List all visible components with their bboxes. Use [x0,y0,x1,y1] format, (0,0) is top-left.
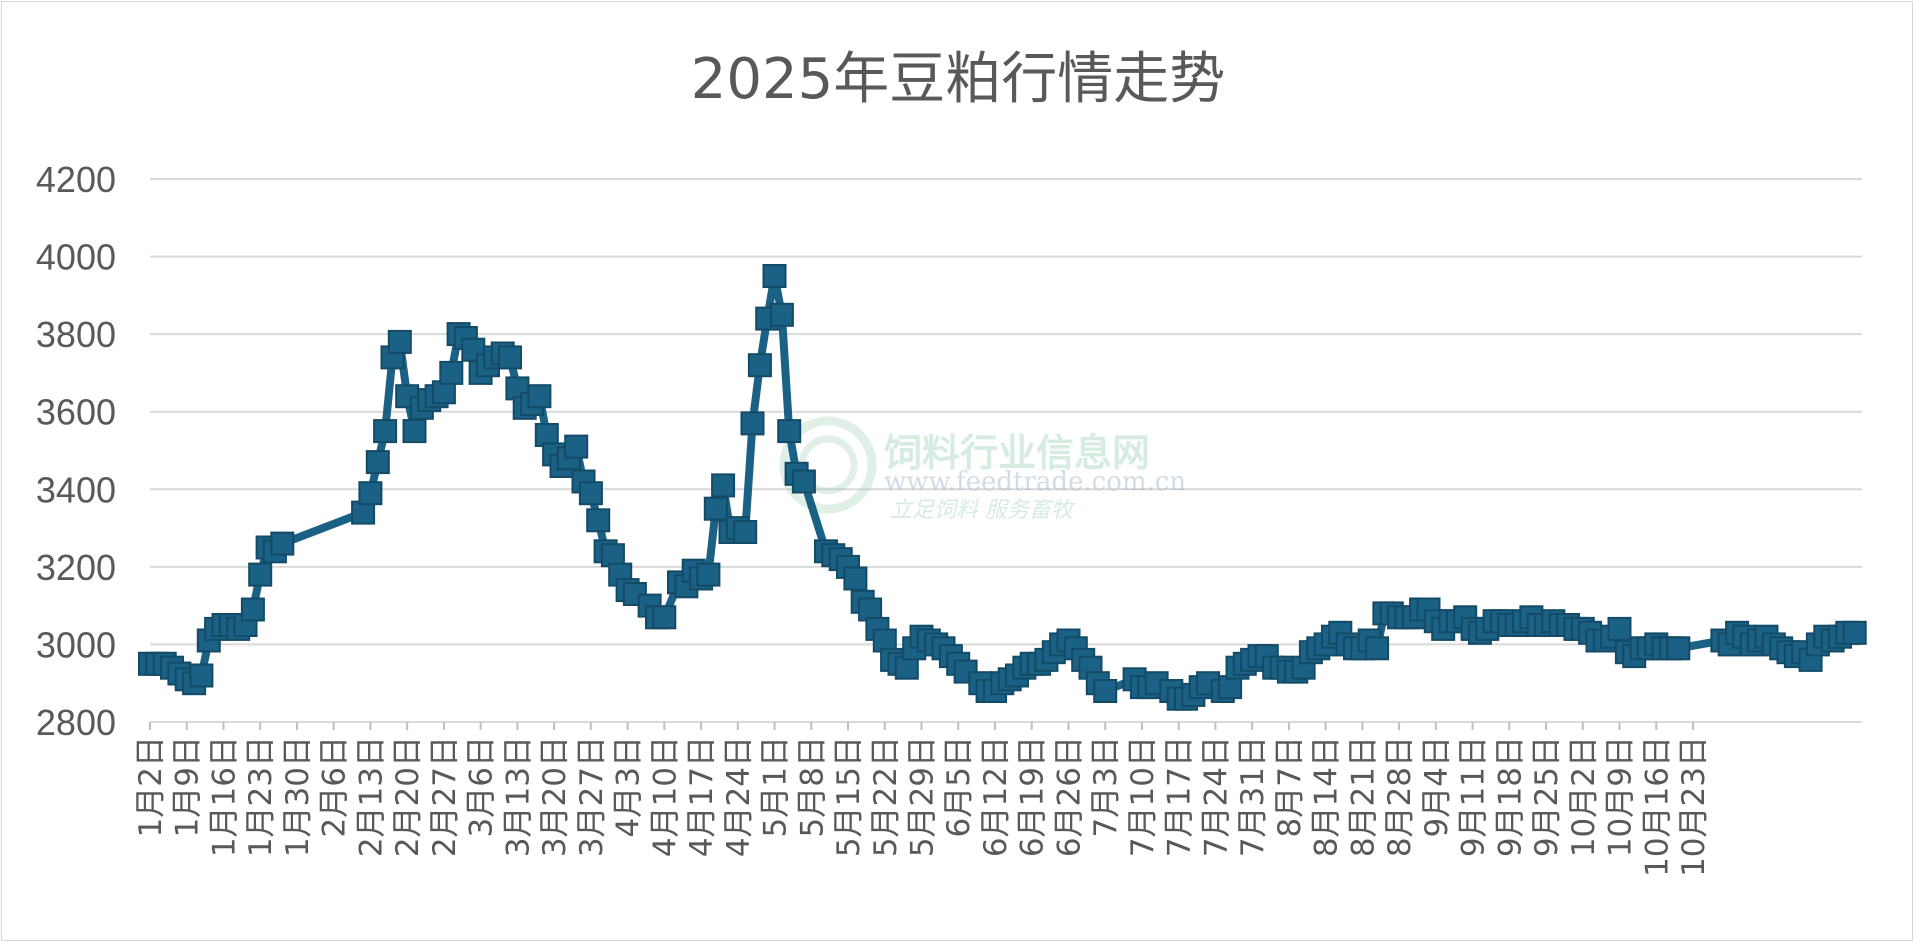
data-point [777,419,802,444]
data-point [1666,636,1691,661]
x-tick-label: 5月22日 [868,736,904,857]
y-tick-label: 4000 [36,237,116,278]
data-point [586,508,611,533]
x-tick-label: 3月13日 [500,736,536,857]
y-tick-label: 2800 [36,702,116,743]
x-tick-label: 2月13日 [353,736,389,857]
x-tick-label: 3月27日 [574,736,610,857]
data-point [358,481,383,506]
gridlines [150,178,1862,646]
data-point [747,353,772,378]
data-point [1842,620,1867,645]
x-tick-label: 3月20日 [537,736,573,857]
data-point [652,605,677,630]
data-point [365,450,390,475]
x-tick-label: 6月5日 [941,736,977,837]
data-point [1093,679,1118,703]
data-point [696,562,721,587]
watermark-url: www.feedtrade.com.cn [884,467,1186,497]
x-tick-label: 6月12日 [978,736,1014,857]
x-tick-label: 2月20日 [390,736,426,857]
x-tick-label: 4月3日 [611,736,647,837]
x-tick-label: 10月16日 [1639,736,1675,877]
x-tick-label: 1月2日 [133,736,169,837]
x-tick-label: 5月8日 [794,736,830,837]
x-tick-label: 4月24日 [721,736,757,857]
data-point [439,360,464,385]
data-point [791,469,816,494]
x-tick-label: 7月3日 [1088,736,1124,837]
y-tick-labels: 2800 3000 3200 3400 3600 3800 4000 4200 [36,159,116,743]
x-tick-labels: 1月2日 1月9日 1月16日 1月23日 1月30日 2月6日 2月13日 2月20日 2月2… [133,736,1712,877]
x-tick-label: 10月2日 [1566,736,1602,857]
x-axis [149,721,1862,730]
data-point [1607,616,1632,641]
x-tick-label: 5月29日 [905,736,941,857]
x-tick-label: 4月10日 [647,736,683,857]
data-point [703,496,728,521]
x-tick-label: 7月24日 [1198,736,1234,857]
x-tick-label: 1月16日 [206,736,242,857]
watermark-logo: 饲料行业信息网 www.feedtrade.com.cn 立足饲料 服务畜牧 [779,416,1186,523]
x-tick-label: 9月4日 [1419,736,1455,837]
data-point [387,329,412,354]
data-point [711,473,736,498]
data-point [189,663,214,688]
x-tick-label: 4月17日 [684,736,720,857]
data-point [373,419,398,444]
data-point [402,419,427,444]
x-tick-label: 7月31日 [1235,736,1271,857]
x-tick-label: 8月14日 [1309,736,1345,857]
data-point [564,434,589,459]
x-tick-label: 9月11日 [1456,736,1492,857]
data-point [740,411,765,436]
x-tick-label: 1月23日 [243,736,279,857]
x-tick-label: 7月17日 [1162,736,1198,857]
x-tick-label: 7月10日 [1125,736,1161,857]
x-tick-label: 5月15日 [831,736,867,857]
data-point [578,481,603,506]
y-tick-label: 3200 [36,547,116,588]
data-point [270,531,295,556]
y-tick-label: 3000 [36,624,116,665]
data-point [733,520,758,544]
data-point [248,562,273,587]
x-tick-label: 9月25日 [1529,736,1565,857]
series-markers [138,264,1867,711]
x-tick-label: 6月19日 [1015,736,1051,857]
data-point [498,345,522,370]
x-tick-label: 3月6日 [464,736,500,837]
x-tick-label: 2月27日 [427,736,463,857]
x-tick-label: 6月26日 [1051,736,1087,857]
x-tick-label: 10月23日 [1676,736,1712,877]
x-tick-label: 2月6日 [317,736,353,837]
x-tick-label: 1月30日 [280,736,316,857]
data-point [240,597,265,622]
y-tick-label: 4200 [36,159,116,200]
chart-title: 2025年豆粕行情走势 [691,47,1226,112]
x-tick-label: 8月7日 [1272,736,1308,837]
x-tick-label: 5月1日 [758,736,794,837]
data-point [843,566,868,591]
watermark-ring-outer [779,416,877,514]
x-tick-label: 9月18日 [1492,736,1528,857]
data-point [762,264,787,288]
y-tick-label: 3400 [36,469,116,510]
x-tick-label: 8月28日 [1382,736,1418,857]
data-point [1365,636,1390,661]
y-tick-label: 3600 [36,392,116,433]
x-tick-label: 1月9日 [170,736,206,837]
watermark-slogan: 立足饲料 服务畜牧 [890,498,1076,523]
y-tick-label: 3800 [36,314,116,355]
watermark-name: 饲料行业信息网 [884,431,1150,475]
data-point [527,384,552,409]
x-tick-label: 10月9日 [1603,736,1639,857]
x-tick-label: 8月21日 [1345,736,1381,857]
data-point [769,302,794,327]
